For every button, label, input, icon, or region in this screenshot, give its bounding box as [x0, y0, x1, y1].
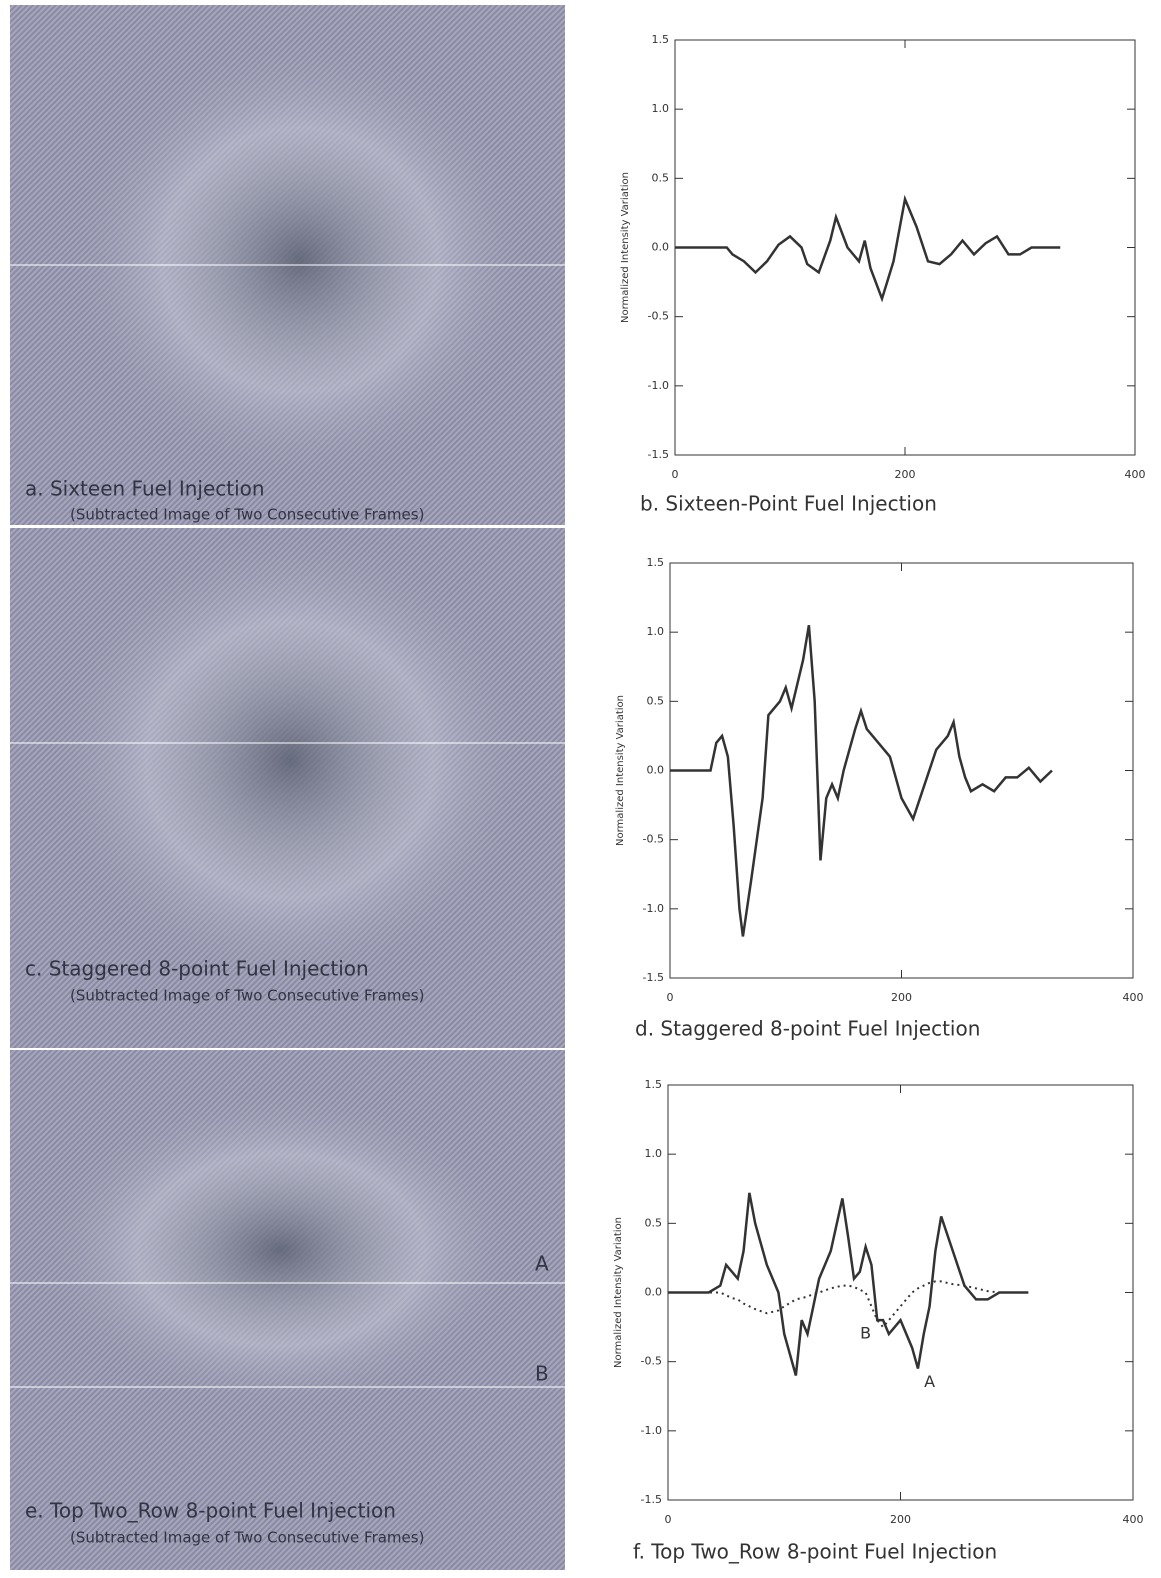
- image-caption: a. Sixteen Fuel Injection: [25, 477, 265, 501]
- image-note: (Subtracted Image of Two Consecutive Fra…: [70, 1529, 424, 1547]
- y-tick-label: 0.0: [645, 1286, 663, 1299]
- data-line: [668, 1192, 1029, 1376]
- y-tick-label: 1.5: [645, 1078, 663, 1091]
- image-note: (Subtracted Image of Two Consecutive Fra…: [70, 506, 424, 524]
- y-tick-label: 0.0: [652, 241, 670, 254]
- y-tick-label: -1.0: [643, 902, 664, 915]
- image-panel-a: a. Sixteen Fuel Injection (Subtracted Im…: [10, 5, 565, 525]
- chart-title: d. Staggered 8-point Fuel Injection: [635, 1017, 980, 1041]
- annotation: A: [924, 1372, 935, 1391]
- y-tick-label: 1.0: [647, 625, 665, 638]
- x-tick-label: 200: [891, 991, 912, 1004]
- y-tick-label: -1.5: [643, 971, 664, 984]
- chart: -1.5 -1.0 -0.5 0.0 0.5 1.0 1.5 0 200 400 Normalize…: [613, 1078, 1144, 1564]
- x-tick-label: 0: [672, 468, 679, 481]
- x-tick-label: 400: [1123, 1513, 1144, 1526]
- image-caption: e. Top Two_Row 8-point Fuel Injection: [25, 1499, 396, 1523]
- y-tick-label: -1.5: [648, 448, 669, 461]
- x-tick-label: 200: [895, 468, 916, 481]
- x-tick-label: 400: [1123, 991, 1144, 1004]
- image-label: B: [535, 1362, 549, 1386]
- y-tick-label: 0.5: [645, 1216, 663, 1229]
- image-label: A: [535, 1252, 549, 1276]
- y-tick-label: -0.5: [648, 310, 669, 323]
- y-axis-label: Normalized Intensity Variation: [620, 172, 631, 323]
- y-tick-label: -0.5: [643, 833, 664, 846]
- y-tick-label: 0.5: [652, 171, 670, 184]
- data-line: [670, 625, 1053, 937]
- y-axis-label: Normalized Intensity Variation: [615, 695, 626, 846]
- x-tick-label: 200: [890, 1513, 911, 1526]
- plot-frame: [667, 1084, 1134, 1501]
- x-tick-label: 0: [667, 991, 674, 1004]
- chart-title: f. Top Two_Row 8-point Fuel Injection: [633, 1540, 997, 1564]
- annotation: B: [860, 1324, 871, 1343]
- image-panel-e: A B e. Top Two_Row 8-point Fuel Injectio…: [10, 1050, 565, 1570]
- image-caption: c. Staggered 8-point Fuel Injection: [25, 957, 369, 981]
- chart: -1.5 -1.0 -0.5 0.0 0.5 1.0 1.5 0 200 400 Normalize…: [615, 556, 1144, 1041]
- y-tick-label: 0.5: [647, 694, 665, 707]
- y-tick-label: 1.0: [645, 1147, 663, 1160]
- chart: -1.5 -1.0 -0.5 0.0 0.5 1.0 1.5 0 200 400 Normalize…: [620, 33, 1146, 516]
- x-tick-label: 0: [665, 1513, 672, 1526]
- y-tick-label: -0.5: [641, 1355, 662, 1368]
- image-panel-c: c. Staggered 8-point Fuel Injection (Sub…: [10, 528, 565, 1048]
- y-tick-label: -1.5: [641, 1493, 662, 1506]
- y-axis-label: Normalized Intensity Variation: [613, 1217, 624, 1368]
- y-tick-label: 1.5: [647, 556, 665, 569]
- y-tick-label: 1.0: [652, 102, 670, 115]
- data-line: [675, 194, 1061, 303]
- y-tick-label: 1.5: [652, 33, 670, 46]
- y-tick-label: -1.0: [648, 379, 669, 392]
- x-tick-label: 400: [1125, 468, 1146, 481]
- y-tick-label: 0.0: [647, 764, 665, 777]
- plot-frame: [674, 39, 1136, 456]
- image-note: (Subtracted Image of Two Consecutive Fra…: [70, 987, 424, 1005]
- data-line: [668, 1280, 1029, 1329]
- chart-title: b. Sixteen-Point Fuel Injection: [640, 492, 937, 516]
- y-tick-label: -1.0: [641, 1424, 662, 1437]
